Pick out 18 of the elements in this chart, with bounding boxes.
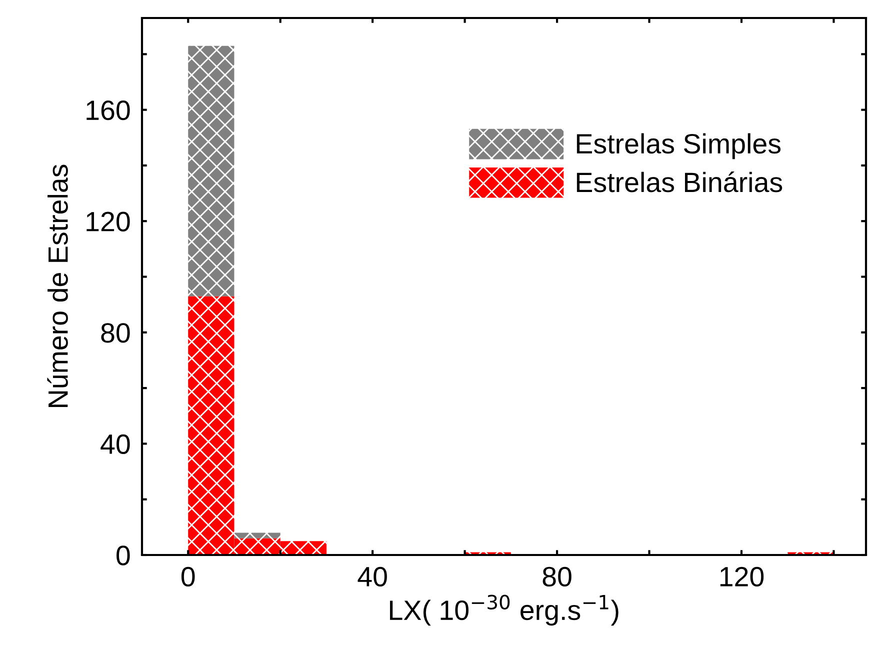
y-axis-title: Número de Estrelas xyxy=(47,164,68,407)
bar xyxy=(280,541,326,555)
x-tick-label: 40 xyxy=(358,566,387,587)
bar xyxy=(188,296,234,555)
legend-label: Estrelas Simples xyxy=(576,133,781,160)
y-tick-label: 120 xyxy=(86,212,130,232)
x-tick-label: 0 xyxy=(181,566,195,587)
x-tick-label: 80 xyxy=(542,566,572,587)
x-axis-title: LX( 10$^{−30}$ erg.s$^{−1}$) xyxy=(390,594,618,626)
x-tick-label: 120 xyxy=(720,566,764,587)
bar xyxy=(234,532,280,538)
y-tick-label: 160 xyxy=(86,100,130,120)
bar xyxy=(234,538,280,555)
legend-label: Estrelas Binárias xyxy=(576,172,782,192)
y-tick-label: 40 xyxy=(100,434,130,454)
y-tick-label: 0 xyxy=(116,546,130,566)
y-tick-label: 80 xyxy=(101,323,130,343)
bar xyxy=(188,46,234,296)
